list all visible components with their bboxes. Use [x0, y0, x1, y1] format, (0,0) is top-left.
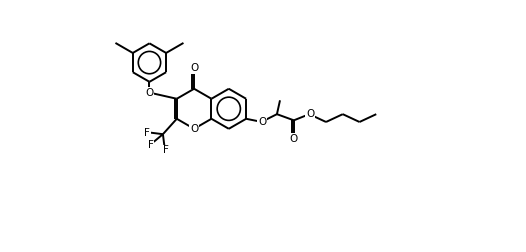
Text: O: O	[145, 88, 154, 98]
Text: O: O	[190, 63, 198, 73]
Text: F: F	[163, 145, 169, 155]
Text: O: O	[258, 117, 267, 127]
Text: F: F	[144, 128, 150, 138]
Text: O: O	[190, 124, 198, 134]
Text: F: F	[148, 140, 154, 150]
Text: O: O	[306, 109, 314, 119]
Text: O: O	[290, 134, 298, 144]
